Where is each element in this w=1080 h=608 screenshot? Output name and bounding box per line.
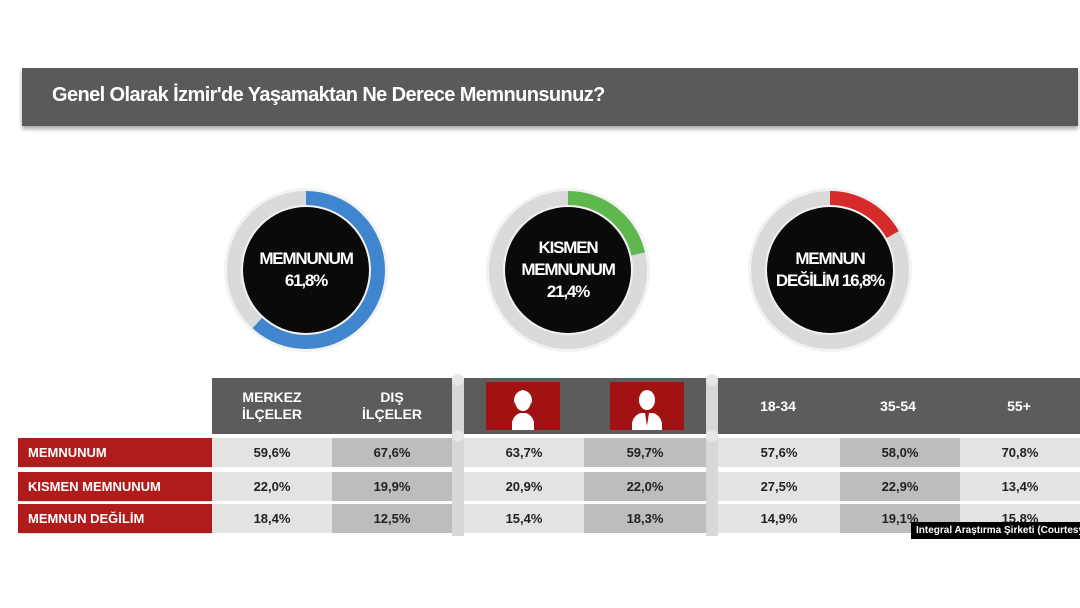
table-cell: 59,7%	[584, 438, 706, 468]
header-age-35-54: 35-54	[880, 397, 916, 414]
male-silhouette-icon	[610, 382, 684, 430]
header-group-region: MERKEZ İLÇELER DIŞ İLÇELER	[212, 378, 452, 434]
donut-memnunum: MEMNUNUM 61,8%	[218, 182, 394, 358]
table-cell: 15,4%	[464, 504, 584, 534]
header-line: İLÇELER	[362, 406, 422, 422]
donut-degilim-svg	[748, 188, 912, 352]
donut-arc-memnunum	[227, 191, 385, 349]
table-cell: 18,4%	[212, 504, 332, 534]
table-cell: 57,6%	[718, 438, 840, 468]
donut-label: KISMEN MEMNUNUM 21,4%	[480, 182, 656, 358]
separator-knob	[706, 374, 718, 386]
table-cell: 70,8%	[960, 438, 1080, 468]
header-line: DIŞ	[380, 389, 404, 405]
table-cell: 22,0%	[584, 472, 706, 502]
donut-value: DEĞİLİM 16,8%	[775, 271, 885, 290]
donut-label: MEMNUN DEĞİLİM 16,8%	[742, 182, 918, 358]
donut-center	[505, 207, 631, 333]
table-cell: 13,4%	[960, 472, 1080, 502]
group-separator	[706, 374, 718, 536]
donut-label-line: KISMEN	[538, 238, 599, 257]
table-cell: 12,5%	[332, 504, 452, 534]
photo-credit: Integral Araştırma Şirketi (Courtesy)	[911, 522, 1080, 539]
donut-label-line: MEMNUNUM	[259, 249, 354, 268]
donut-value: 21,4%	[546, 282, 590, 301]
donut-label: MEMNUNUM 61,8%	[218, 182, 394, 358]
male-silhouette-svg	[632, 390, 662, 430]
table-cell: 63,7%	[464, 438, 584, 468]
donut-kismen: KISMEN MEMNUNUM 21,4%	[480, 182, 656, 358]
donut-label-line: MEMNUN	[795, 249, 866, 268]
female-silhouette-icon	[486, 382, 560, 430]
table-cell: 67,6%	[332, 438, 452, 468]
donut-arc-kismen	[489, 191, 647, 349]
row-label-memnun-degilim: MEMNUN DEĞİLİM	[18, 504, 212, 534]
header-merkez-ilceler: MERKEZ İLÇELER	[212, 378, 332, 434]
table-cell: 18,3%	[584, 504, 706, 534]
table-cell: 58,0%	[840, 438, 960, 468]
donut-label-line: MEMNUNUM	[521, 260, 616, 279]
donut-kismen-svg	[486, 188, 650, 352]
title-bar: Genel Olarak İzmir'de Yaşamaktan Ne Dere…	[22, 68, 1078, 126]
table-cell: 22,0%	[212, 472, 332, 502]
row-label-kismen-memnunum: KISMEN MEMNUNUM	[18, 472, 212, 502]
header-line: İLÇELER	[242, 406, 302, 422]
table-cell: 22,9%	[840, 472, 960, 502]
table-cell: 19,9%	[332, 472, 452, 502]
female-silhouette-svg	[512, 390, 534, 430]
table-cell: 14,9%	[718, 504, 840, 534]
donut-center	[767, 207, 893, 333]
donut-degilim: MEMNUN DEĞİLİM 16,8%	[742, 182, 918, 358]
header-line: MERKEZ	[242, 389, 302, 405]
separator-knob	[452, 430, 464, 442]
header-group-gender	[464, 378, 706, 434]
separator-knob	[452, 374, 464, 386]
group-separator	[452, 374, 464, 536]
table-cell: 20,9%	[464, 472, 584, 502]
header-age-18-34: 18-34	[760, 397, 796, 414]
separator-knob	[706, 430, 718, 442]
donut-value: 61,8%	[284, 271, 328, 290]
chart-title: Genel Olarak İzmir'de Yaşamaktan Ne Dere…	[52, 84, 605, 106]
header-age-55-plus: 55+	[1007, 397, 1031, 414]
header-group-age: 18-34 35-54 55+	[718, 378, 1080, 434]
donut-arc-degilim	[751, 191, 909, 349]
table-cell: 59,6%	[212, 438, 332, 468]
donut-memnunum-svg	[224, 188, 388, 352]
row-label-memnunum: MEMNUNUM	[18, 438, 212, 468]
donut-center	[243, 207, 369, 333]
header-dis-ilceler: DIŞ İLÇELER	[332, 378, 452, 434]
table-cell: 27,5%	[718, 472, 840, 502]
